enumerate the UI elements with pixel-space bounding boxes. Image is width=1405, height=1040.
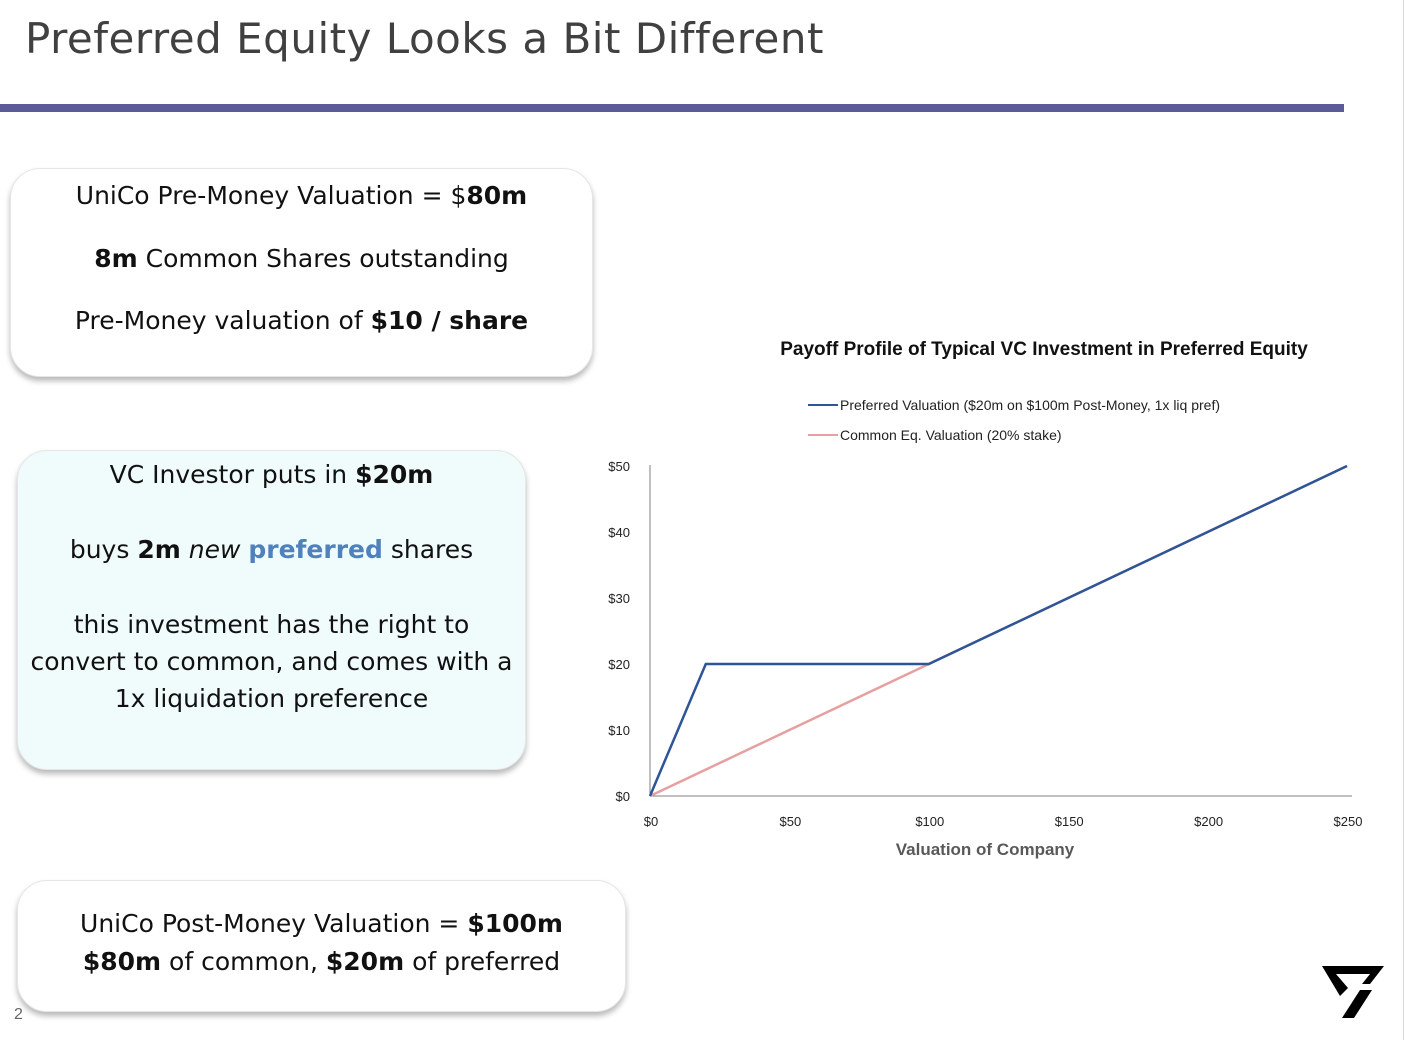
vc-investor-callout: VC Investor puts in $20m buys 2m new pre… (17, 450, 526, 770)
legend-label-common: Common Eq. Valuation (20% stake) (840, 427, 1062, 443)
investment-amount-line: VC Investor puts in $20m (109, 460, 434, 489)
plot-area: $0 $10 $20 $30 $40 $50 $0 $50 $100 $150 $200 $250 (608, 459, 1362, 829)
conversion-right-line-2: convert to common, and comes with a (30, 647, 513, 676)
page-number: 2 (14, 1006, 23, 1023)
slide-title: Preferred Equity Looks a Bit Different (25, 14, 824, 63)
x-tick-label: $0 (644, 814, 658, 829)
legend-label-preferred: Preferred Valuation ($20m on $100m Post-… (840, 397, 1220, 413)
premoney-valuation-line: UniCo Pre-Money Valuation = $80m (75, 181, 528, 210)
chart-title: Payoff Profile of Typical VC Investment … (780, 339, 1308, 360)
postmoney-valuation-line: UniCo Post-Money Valuation = $100m (80, 909, 563, 938)
preferred-shares-line: buys 2m new preferred shares (69, 535, 474, 564)
y-tick-label: $0 (616, 789, 630, 804)
share-price-line: Pre-Money valuation of $10 / share (74, 306, 529, 335)
capital-split-line: $80m of common, $20m of preferred (82, 946, 561, 976)
x-tick-label: $250 (1334, 814, 1363, 829)
payoff-chart: Payoff Profile of Typical VC Investment … (608, 339, 1362, 859)
y-tick-label: $50 (608, 459, 630, 474)
y-tick-label: $10 (608, 723, 630, 738)
slide-edge-divider (1403, 0, 1404, 1040)
postmoney-callout: UniCo Post-Money Valuation = $100m $80m … (17, 880, 626, 1012)
x-tick-label: $200 (1194, 814, 1223, 829)
common-shares-line: 8m Common Shares outstanding (94, 243, 509, 273)
x-tick-label: $100 (915, 814, 944, 829)
title-rule (0, 104, 1344, 112)
y-tick-labels: $0 $10 $20 $30 $40 $50 (608, 459, 630, 804)
liquidation-preference-line: 1x liquidation preference (114, 684, 429, 713)
y-tick-label: $30 (608, 591, 630, 606)
conversion-right-line: this investment has the right to (73, 610, 470, 639)
brand-logo-icon (1322, 966, 1384, 1018)
x-tick-labels: $0 $50 $100 $150 $200 $250 (644, 814, 1363, 829)
series-line-preferred (648, 464, 1348, 797)
x-axis-label: Valuation of Company (896, 840, 1075, 859)
x-tick-label: $150 (1055, 814, 1084, 829)
premoney-callout: UniCo Pre-Money Valuation = $80m 8m Comm… (10, 168, 593, 377)
y-tick-label: $40 (608, 525, 630, 540)
preferred-highlight: preferred (248, 535, 383, 564)
y-tick-label: $20 (608, 657, 630, 672)
x-tick-label: $50 (780, 814, 802, 829)
